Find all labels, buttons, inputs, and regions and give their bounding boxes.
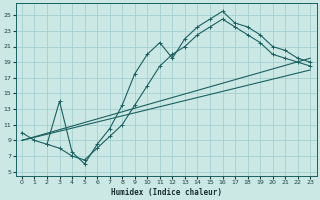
X-axis label: Humidex (Indice chaleur): Humidex (Indice chaleur) <box>111 188 221 197</box>
